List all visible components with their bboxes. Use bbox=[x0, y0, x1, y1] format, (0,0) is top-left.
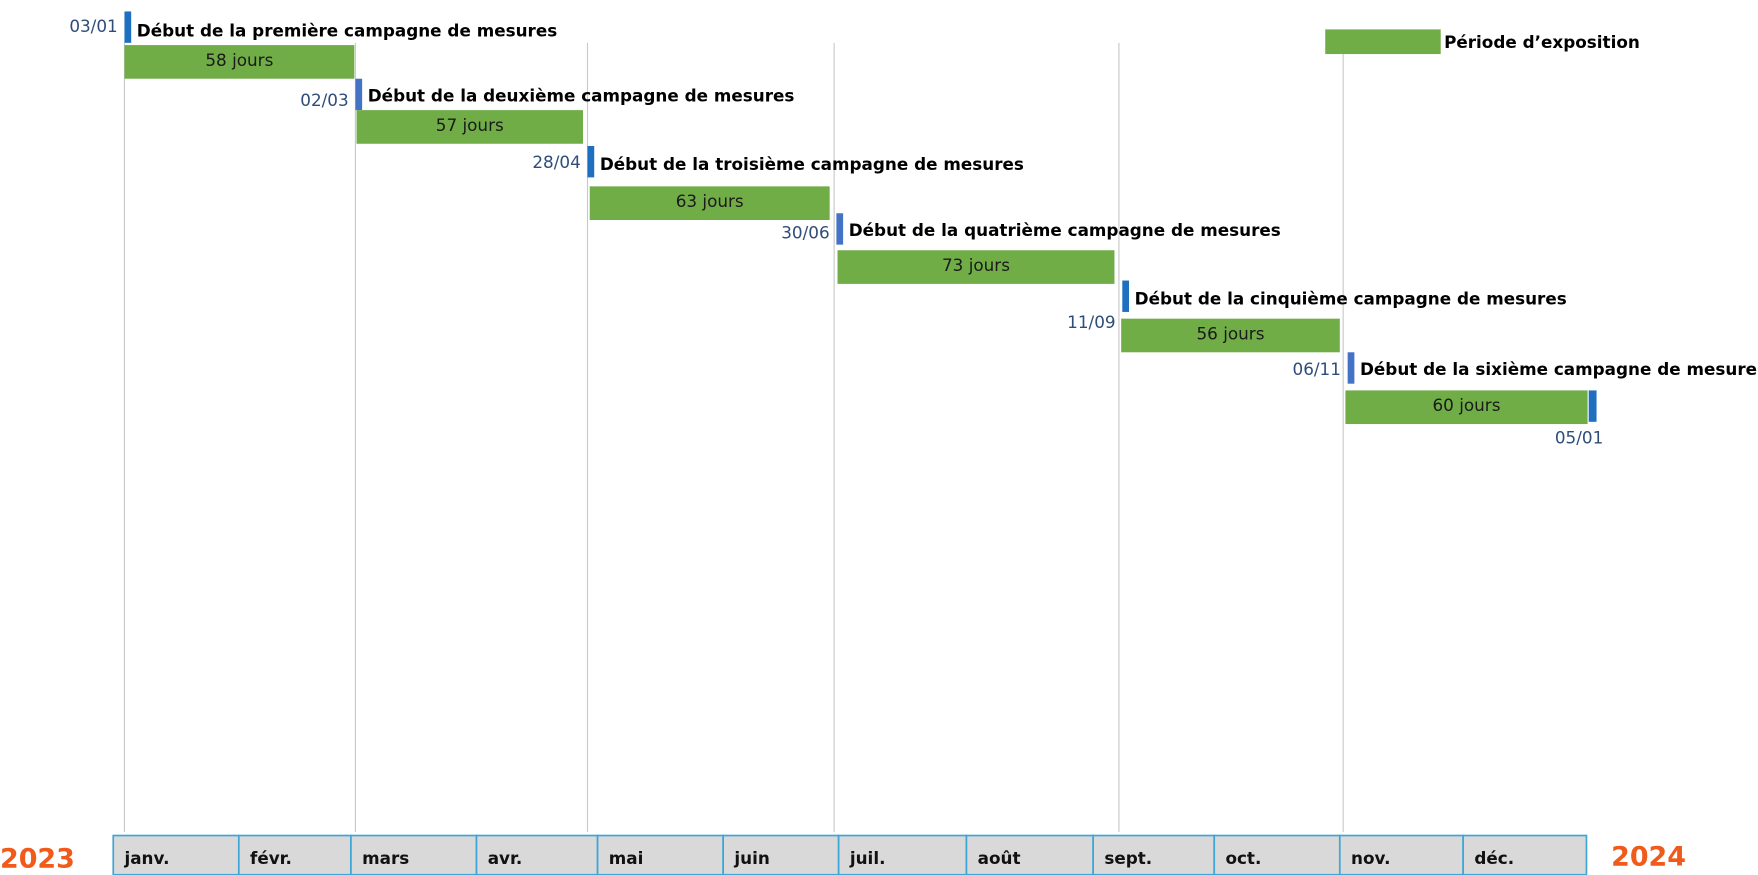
month-label: déc. bbox=[1474, 848, 1514, 868]
campaign-title: Début de la troisième campagne de mesure… bbox=[600, 154, 1024, 174]
month-cell bbox=[350, 834, 478, 875]
duration-label: 56 jours bbox=[1197, 323, 1265, 343]
month-label: sept. bbox=[1104, 848, 1152, 868]
month-cell bbox=[965, 834, 1094, 875]
start-date: 03/01 bbox=[69, 16, 117, 36]
legend-label: Période d’exposition bbox=[1444, 32, 1640, 52]
start-date: 06/11 bbox=[1293, 359, 1341, 379]
start-marker bbox=[587, 145, 595, 178]
campaign-title: Début de la deuxième campagne de mesures bbox=[368, 86, 795, 106]
exposure-bar bbox=[124, 45, 355, 79]
month-label: juil. bbox=[849, 848, 886, 868]
duration-label: 58 jours bbox=[205, 50, 273, 70]
month-cell bbox=[1338, 834, 1464, 875]
month-label: août bbox=[978, 848, 1021, 868]
month-cell bbox=[475, 834, 599, 875]
campaign-title: Début de la première campagne de mesures bbox=[137, 21, 557, 41]
month-label: févr. bbox=[250, 848, 292, 868]
start-marker bbox=[124, 11, 132, 43]
month-cell bbox=[1462, 834, 1588, 875]
campaign-title: Début de la cinquième campagne de mesure… bbox=[1135, 289, 1567, 309]
exposure-bar bbox=[1345, 390, 1588, 425]
end-marker bbox=[1588, 390, 1597, 422]
month-label: avr. bbox=[488, 848, 523, 868]
campaign-title: Début de la sixième campagne de mesures bbox=[1360, 359, 1758, 379]
month-cell bbox=[112, 834, 240, 875]
exposure-bar bbox=[356, 110, 584, 144]
exposure-bar bbox=[1121, 318, 1340, 353]
start-marker bbox=[836, 213, 844, 245]
end-date: 05/01 bbox=[1555, 428, 1603, 448]
month-cell bbox=[1092, 834, 1216, 875]
exposure-bar bbox=[589, 186, 830, 220]
month-cell bbox=[1213, 834, 1341, 875]
start-date: 02/03 bbox=[300, 90, 348, 110]
legend-swatch bbox=[1325, 29, 1441, 55]
campaign-title: Début de la quatrième campagne de mesure… bbox=[849, 220, 1281, 240]
year-start: 2023 bbox=[0, 844, 75, 875]
duration-label: 73 jours bbox=[942, 255, 1010, 275]
duration-label: 63 jours bbox=[676, 191, 744, 211]
start-date: 30/06 bbox=[781, 222, 829, 242]
month-label: juin bbox=[733, 848, 769, 868]
month-label: mai bbox=[609, 848, 644, 868]
start-date: 28/04 bbox=[532, 152, 580, 172]
duration-label: 57 jours bbox=[436, 115, 504, 135]
month-label: oct. bbox=[1225, 848, 1261, 868]
exposure-bar bbox=[837, 250, 1115, 284]
month-label: janv. bbox=[123, 848, 169, 868]
month-label: mars bbox=[362, 848, 409, 868]
start-marker bbox=[1347, 352, 1355, 384]
duration-label: 60 jours bbox=[1433, 395, 1501, 415]
month-cell bbox=[237, 834, 352, 875]
month-cell bbox=[722, 834, 840, 875]
start-marker bbox=[1122, 280, 1130, 312]
start-date: 11/09 bbox=[1067, 312, 1115, 332]
start-marker bbox=[355, 78, 363, 111]
year-end: 2024 bbox=[1611, 841, 1686, 872]
month-label: nov. bbox=[1351, 848, 1390, 868]
